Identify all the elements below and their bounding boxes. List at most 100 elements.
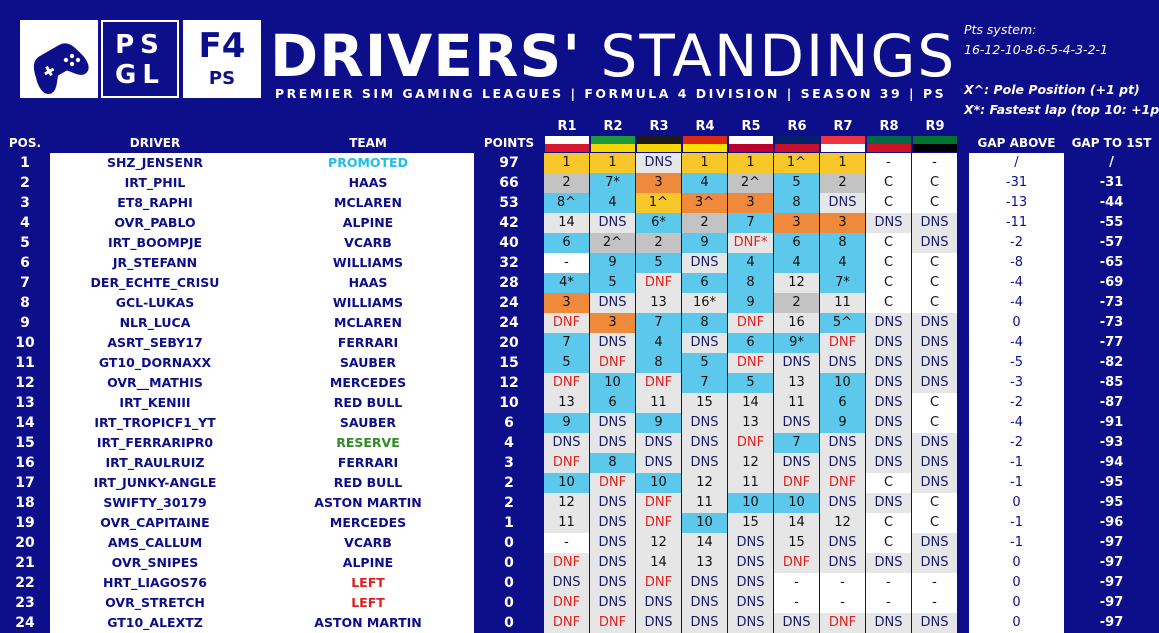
row-points: 1 — [504, 515, 514, 531]
result-cell-r1: 13 — [544, 393, 589, 413]
round-flag-9 — [913, 136, 957, 152]
row-team: ASTON MARTIN — [314, 495, 422, 510]
result-cell-r8: C — [866, 233, 911, 253]
result-cell-r3: 2 — [636, 233, 681, 253]
result-cell-r4: 15 — [682, 393, 727, 413]
page-subtitle: PREMIER SIM GAMING LEAGUES | FORMULA 4 D… — [275, 86, 947, 101]
result-cell-r7: DNS — [820, 193, 865, 213]
result-cell-r7: 2 — [820, 173, 865, 193]
result-cell-r8: DNS — [866, 333, 911, 353]
result-cell-r3: DNF — [636, 513, 681, 533]
row-gap-first: -73 — [1099, 295, 1124, 310]
result-cell-r4: 2 — [682, 213, 727, 233]
row-team: RED BULL — [333, 475, 403, 490]
table-row: 7 DER_ECHTE_CRISU HAAS 28 4* 5 DNF 6 8 12 7* C C -4 -6… — [0, 273, 1159, 293]
result-cell-r5: DNF — [728, 353, 773, 373]
result-cell-r4: DNS — [682, 433, 727, 453]
result-cell-r5: 6 — [728, 333, 773, 353]
row-gap-above: 0 — [1012, 575, 1021, 590]
row-position: 8 — [20, 295, 30, 311]
result-cell-r6: - — [774, 593, 819, 613]
result-cell-r8: DNS — [866, 353, 911, 373]
row-position: 5 — [20, 235, 30, 251]
result-cell-r7: 9 — [820, 413, 865, 433]
result-cell-r3: 9 — [636, 413, 681, 433]
result-cell-r9: C — [912, 293, 957, 313]
col-gap-above-header: GAP ABOVE — [977, 136, 1056, 150]
row-position: 17 — [15, 475, 35, 491]
result-cell-r9: DNS — [912, 533, 957, 553]
result-cell-r5: DNF — [728, 313, 773, 333]
row-driver: IRT_BOOMPJE — [107, 235, 203, 250]
result-cell-r3: 11 — [636, 393, 681, 413]
row-points: 2 — [504, 495, 514, 511]
result-cell-r3: 12 — [636, 533, 681, 553]
result-cell-r5: 1 — [728, 153, 773, 173]
row-gap-above: -8 — [1010, 255, 1023, 270]
row-team: PROMOTED — [328, 155, 408, 170]
row-position: 11 — [15, 355, 35, 371]
row-points: 24 — [499, 315, 519, 331]
f4-logo: F4 PS — [183, 20, 261, 98]
result-cell-r9: DNS — [912, 473, 957, 493]
title-bold: DRIVERS' — [270, 22, 582, 90]
result-cell-r8: C — [866, 173, 911, 193]
result-cell-r8: DNS — [866, 213, 911, 233]
result-cell-r6: DNF — [774, 473, 819, 493]
result-cell-r2: DNS — [590, 413, 635, 433]
result-cell-r1: 7 — [544, 333, 589, 353]
result-cell-r2: 6 — [590, 393, 635, 413]
result-cell-r9: C — [912, 393, 957, 413]
psgl-logo-line1: PS — [115, 30, 165, 60]
result-cell-r6: 13 — [774, 373, 819, 393]
pole-note: X^: Pole Position (+1 pt) — [964, 82, 1140, 97]
result-cell-r7: 1 — [820, 153, 865, 173]
row-gap-above: 0 — [1012, 315, 1021, 330]
row-gap-above: -13 — [1005, 195, 1028, 210]
result-cell-r6: 6 — [774, 233, 819, 253]
row-gap-first: -96 — [1099, 515, 1124, 530]
result-cell-r6: 2 — [774, 293, 819, 313]
result-cell-r1: 14 — [544, 213, 589, 233]
row-points: 32 — [499, 255, 519, 271]
result-cell-r1: DNF — [544, 613, 589, 633]
result-cell-r3: 13 — [636, 293, 681, 313]
result-cell-r2: 8 — [590, 453, 635, 473]
result-cell-r4: 5 — [682, 353, 727, 373]
result-cell-r1: 2 — [544, 173, 589, 193]
result-cell-r8: C — [866, 533, 911, 553]
pts-system-label: Pts system: — [964, 22, 1037, 37]
col-team-header: TEAM — [349, 136, 387, 150]
row-gap-above: 0 — [1012, 615, 1021, 630]
row-team: SAUBER — [339, 415, 397, 430]
page-title: DRIVERS' STANDINGS — [270, 22, 956, 90]
result-cell-r6: 10 — [774, 493, 819, 513]
result-cell-r4: DNS — [682, 573, 727, 593]
row-team: RED BULL — [333, 395, 403, 410]
row-gap-above: -4 — [1010, 335, 1023, 350]
result-cell-r6: 7 — [774, 433, 819, 453]
result-cell-r8: C — [866, 253, 911, 273]
row-gap-above: 0 — [1012, 495, 1021, 510]
result-cell-r6: DNS — [774, 353, 819, 373]
round-header-3: R3 — [649, 119, 669, 134]
result-cell-r2: 3 — [590, 313, 635, 333]
result-cell-r5: DNS — [728, 573, 773, 593]
table-row: 15 IRT_FERRARIPR0 RESERVE 4 DNS DNS DNS DNS DNF 7… — [0, 433, 1159, 453]
row-team: MERCEDES — [329, 515, 407, 530]
row-position: 1 — [20, 155, 30, 171]
row-position: 18 — [15, 495, 35, 511]
result-cell-r9: - — [912, 593, 957, 613]
round-flag-5 — [729, 136, 773, 152]
row-driver: ASRT_SEBY17 — [107, 335, 203, 350]
result-cell-r2: 1 — [590, 153, 635, 173]
result-cell-r2: DNS — [590, 493, 635, 513]
driver-team-panel — [50, 153, 474, 633]
row-team: ALPINE — [342, 555, 394, 570]
result-cell-r8: - — [866, 573, 911, 593]
round-header-1: R1 — [557, 119, 577, 134]
row-position: 4 — [20, 215, 30, 231]
round-flag-8 — [867, 136, 911, 152]
result-cell-r9: C — [912, 513, 957, 533]
col-driver-header: DRIVER — [129, 136, 181, 150]
